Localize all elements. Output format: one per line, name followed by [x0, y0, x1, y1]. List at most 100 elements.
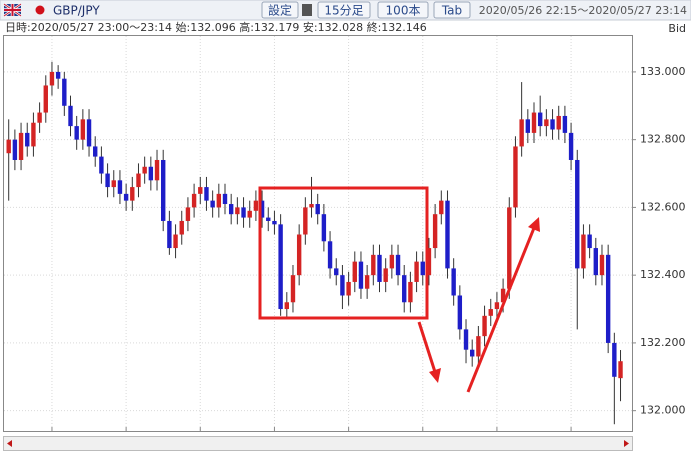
candle-body — [210, 200, 215, 208]
y-tick-label: 132.800 — [640, 133, 686, 146]
candle-body — [488, 309, 493, 316]
candle-body — [37, 112, 42, 123]
price-type: Bid — [668, 22, 686, 35]
interval-button-label[interactable]: 15分足 — [324, 4, 363, 18]
candle-body — [117, 180, 123, 194]
candle-body — [389, 254, 395, 269]
candle-body — [507, 207, 512, 289]
candle-body — [358, 261, 364, 289]
candle-body — [284, 302, 289, 310]
count-button-label[interactable]: 100本 — [386, 4, 421, 18]
settings-button[interactable] — [261, 1, 299, 19]
plot-frame — [3, 35, 633, 432]
candle-body — [105, 173, 110, 188]
candle-body — [340, 275, 345, 296]
candle-body — [93, 146, 98, 157]
candle-body — [439, 200, 444, 215]
arrow-down — [417, 321, 441, 383]
candle-body — [296, 234, 302, 276]
scrollbar[interactable] — [3, 436, 633, 451]
candle-body — [383, 268, 388, 282]
y-tick-label: 132.600 — [640, 200, 686, 213]
tab-button-label[interactable]: Tab — [441, 4, 462, 18]
candle-body — [599, 254, 605, 276]
flag-icon — [3, 2, 22, 18]
candle-body — [235, 207, 240, 215]
candle-body — [618, 361, 623, 379]
candle-body — [99, 156, 104, 174]
arrow-up — [466, 217, 540, 393]
candle-body — [25, 132, 30, 147]
candle-body — [55, 71, 61, 79]
candle-body — [86, 119, 92, 147]
y-tick-label: 132.200 — [640, 336, 686, 349]
candle-body — [371, 254, 376, 276]
interval-button[interactable] — [317, 1, 371, 19]
candle-body — [253, 200, 259, 211]
candle-body — [550, 119, 555, 130]
candle-body — [575, 159, 580, 269]
candle-body — [272, 220, 277, 225]
scroll-right[interactable] — [624, 440, 629, 447]
candle-body — [130, 187, 135, 201]
candle-body — [568, 132, 574, 160]
candle-body — [74, 126, 79, 140]
candle-body — [191, 193, 197, 208]
candle-body — [49, 71, 55, 86]
candle-body — [259, 200, 265, 218]
candle-body — [173, 234, 178, 249]
candle-body — [278, 224, 283, 310]
candle-body — [395, 254, 401, 276]
count-button[interactable] — [377, 1, 429, 19]
candle-body — [426, 248, 432, 276]
candle-body — [309, 204, 314, 208]
candle-body — [445, 200, 450, 269]
candle-body — [346, 281, 351, 296]
candle-body — [612, 342, 617, 377]
candle-body — [556, 115, 561, 130]
candle-body — [167, 220, 172, 249]
candle-body — [43, 85, 48, 113]
candle-body — [148, 166, 154, 181]
candle-body — [142, 166, 147, 174]
candle-body — [402, 275, 407, 303]
candle-body — [204, 187, 209, 201]
candle-body — [18, 132, 24, 160]
settings-button-label[interactable]: 設定 — [268, 3, 292, 18]
candle-body — [451, 268, 456, 296]
candle-body — [31, 122, 36, 147]
candle-body — [12, 139, 18, 160]
highlight-box — [258, 186, 429, 320]
candle-body — [605, 254, 611, 343]
candle-body — [327, 241, 333, 269]
y-tick-label: 133.000 — [640, 65, 686, 78]
candle-body — [136, 173, 141, 188]
scroll-left[interactable] — [7, 440, 12, 447]
candle-body — [161, 159, 166, 221]
candle-body — [408, 281, 413, 303]
candle-body — [525, 119, 531, 133]
lock-icon — [302, 4, 312, 16]
candle-body — [247, 210, 252, 218]
candle-body — [513, 146, 518, 208]
candle-body — [198, 187, 203, 194]
candle-body — [476, 336, 481, 357]
tab-button[interactable] — [433, 1, 471, 19]
symbol: GBP/JPY — [53, 4, 100, 18]
candle-body — [111, 180, 116, 188]
candle-body — [290, 275, 296, 303]
y-tick-label: 132.400 — [640, 268, 686, 281]
candle-body — [352, 261, 357, 282]
candle-body — [216, 193, 222, 208]
candle-body — [494, 302, 500, 310]
candle-body — [80, 119, 86, 140]
candle-body — [562, 115, 568, 133]
candle-body — [544, 119, 549, 127]
candle-body — [500, 288, 506, 303]
candle-body — [581, 234, 586, 269]
candle-body — [420, 261, 425, 276]
candle-body — [241, 207, 246, 218]
